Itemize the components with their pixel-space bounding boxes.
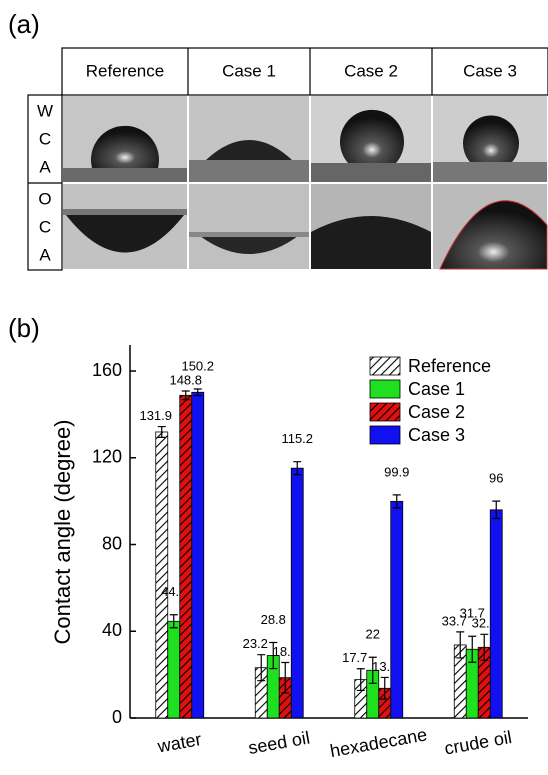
row-label: A: [39, 245, 51, 264]
bar-chart: 04080120160water131.944.6148.8150.2seed …: [92, 345, 528, 761]
legend-swatch: [369, 425, 401, 445]
bar: [191, 391, 205, 719]
error-bar: [293, 461, 302, 476]
column-header: Case 1: [222, 61, 276, 80]
row-label: W: [37, 101, 53, 120]
error-bar: [392, 494, 401, 509]
bar: [489, 509, 503, 719]
legend-label: Case 2: [408, 402, 465, 422]
value-label: 131.9: [139, 408, 172, 423]
column-header: Case 3: [463, 61, 517, 80]
bar-hatch: [378, 688, 391, 718]
x-tick-label: crude oil: [443, 727, 513, 759]
y-tick-label: 80: [102, 533, 122, 553]
bar-hatch: [179, 395, 192, 718]
legend-label: Reference: [408, 356, 491, 376]
x-tick-label: seed oil: [247, 728, 312, 758]
droplet-photos: [63, 96, 548, 270]
bar-hatch: [279, 677, 292, 718]
value-label: 23.2: [243, 636, 268, 651]
row-label: O: [38, 189, 51, 208]
bar-hatch: [155, 431, 168, 718]
column-header: Reference: [86, 61, 164, 80]
error-bar: [169, 614, 178, 629]
legend-swatch-hatch: [370, 403, 400, 421]
value-label: 31.7: [460, 606, 485, 621]
y-tick-label: 120: [92, 447, 122, 467]
legend-swatch-hatch: [370, 357, 400, 375]
row-label: C: [39, 217, 51, 236]
row-label: C: [39, 129, 51, 148]
y-tick-label: 40: [102, 620, 122, 640]
value-label: 33.7: [442, 613, 467, 628]
image-grid: [27, 47, 548, 271]
bar-hatch: [454, 644, 467, 718]
value-label: 148.8: [169, 372, 202, 387]
value-label: 22: [366, 627, 380, 642]
value-label: 28.8: [261, 612, 286, 627]
bar-hatch: [478, 647, 491, 718]
error-bar: [269, 641, 278, 670]
error-bar: [281, 661, 290, 694]
error-bar: [157, 425, 166, 438]
error-bar: [368, 656, 377, 684]
y-tick-label: 160: [92, 360, 122, 380]
legend-label: Case 1: [408, 379, 465, 399]
value-label: 115.2: [281, 431, 313, 446]
value-label: 150.2: [181, 358, 214, 373]
value-label: 96: [489, 471, 503, 486]
error-bar: [181, 390, 190, 401]
error-bar: [492, 500, 501, 520]
legend-label: Case 3: [408, 425, 465, 445]
error-bar: [456, 631, 465, 659]
column-header: Case 2: [344, 61, 398, 80]
value-label: 99.9: [384, 464, 409, 479]
bar: [290, 467, 304, 719]
error-bar: [257, 654, 266, 682]
x-tick-label: hexadecane: [328, 724, 428, 761]
y-axis-label: Contact angle (degree): [50, 419, 75, 644]
error-bar: [193, 388, 202, 397]
y-tick-label: 0: [112, 707, 122, 727]
panel-label: (a): [8, 9, 40, 39]
panel-label: (b): [8, 313, 40, 343]
bar: [167, 620, 181, 719]
error-bar: [356, 668, 365, 692]
value-label: 17.7: [342, 650, 367, 665]
x-tick-label: water: [155, 729, 203, 757]
bar: [390, 500, 404, 719]
legend-swatch: [369, 379, 401, 399]
row-label: A: [39, 157, 51, 176]
bar-hatch: [354, 679, 367, 718]
error-bar: [468, 635, 477, 663]
error-bar: [480, 633, 489, 661]
error-bar: [380, 676, 389, 700]
